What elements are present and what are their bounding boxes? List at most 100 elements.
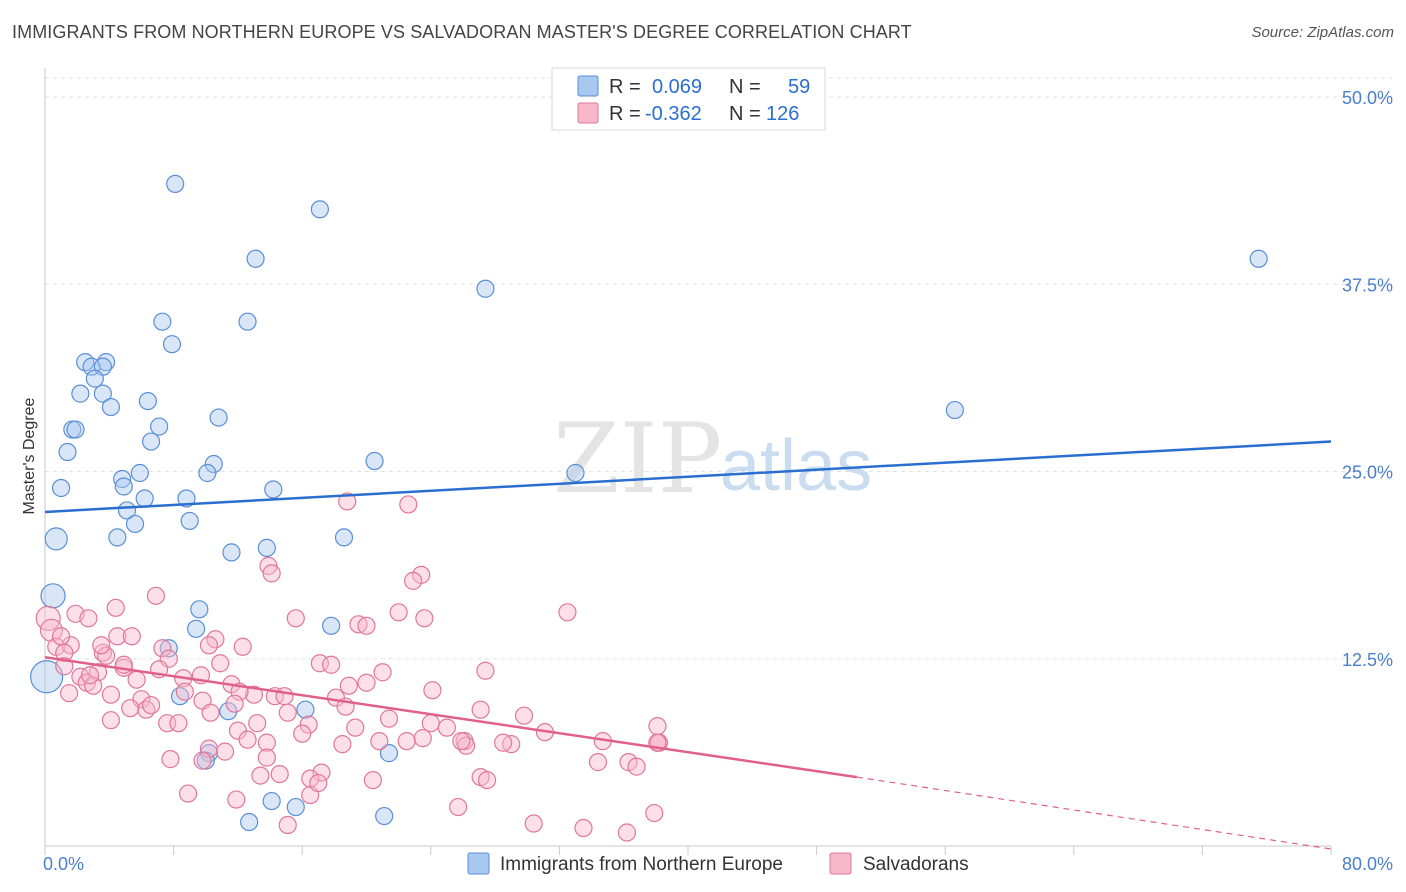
data-point [193, 751, 212, 770]
y-tick-label: 50.0% [1342, 88, 1393, 108]
data-point [108, 528, 127, 547]
data-point [211, 654, 230, 673]
bottom-legend-label-blue: Immigrants from Northern Europe [500, 854, 783, 875]
data-point [40, 583, 66, 609]
axes [44, 68, 1332, 855]
data-point [524, 814, 543, 833]
legend-swatch-pink [577, 102, 599, 124]
data-point [278, 815, 297, 835]
data-point [180, 511, 199, 531]
data-point [257, 748, 276, 767]
x-tick-label: 80.0% [1342, 854, 1393, 874]
data-point [141, 432, 161, 451]
data-point [199, 636, 219, 655]
data-point [209, 408, 228, 427]
data-point [945, 400, 964, 420]
data-point [286, 797, 305, 817]
data-point [248, 714, 267, 733]
bottom-legend-label-pink: Salvadorans [863, 854, 969, 875]
data-point [471, 700, 490, 719]
legend-n-value-2: 126 [766, 103, 799, 125]
data-point [215, 742, 235, 761]
bottom-legend-swatch-pink [829, 852, 852, 875]
watermark-zip: ZIP [553, 403, 722, 515]
watermark-atlas: atlas [720, 426, 872, 506]
data-point [190, 600, 209, 619]
data-point [404, 571, 423, 590]
data-point [92, 636, 111, 655]
data-point [177, 489, 196, 508]
data-point [645, 803, 664, 823]
bottom-legend: Immigrants from Northern Europe Salvador… [467, 852, 969, 875]
data-point [108, 627, 127, 646]
data-point [338, 492, 357, 511]
data-point [514, 706, 534, 725]
data-point [278, 703, 297, 722]
data-point [346, 718, 365, 737]
data-point [574, 818, 593, 838]
y-tick-label: 12.5% [1342, 650, 1393, 670]
data-point [233, 637, 252, 656]
data-point [310, 200, 329, 219]
data-point [121, 699, 140, 718]
data-point [449, 797, 468, 817]
data-point [375, 806, 394, 826]
data-point [437, 718, 456, 737]
data-point [627, 757, 646, 776]
data-point [153, 639, 172, 658]
data-point [66, 420, 85, 439]
legend-r-value-1: 0.069 [652, 76, 702, 98]
data-point [275, 687, 294, 706]
data-point [357, 616, 376, 635]
series-salvadorans [35, 492, 669, 842]
data-point [296, 700, 315, 719]
data-point [286, 609, 305, 628]
y-tick-label: 37.5% [1342, 275, 1393, 295]
data-point [617, 823, 637, 842]
data-point [51, 478, 71, 498]
data-point [558, 603, 577, 622]
data-point [80, 666, 100, 685]
data-point [238, 312, 257, 331]
data-point [169, 714, 188, 733]
data-point [648, 717, 667, 736]
data-point [264, 480, 283, 499]
data-point [413, 729, 432, 748]
data-point [219, 702, 238, 721]
data-point [415, 609, 434, 628]
data-point [101, 685, 121, 704]
data-point [370, 732, 389, 751]
data-point [246, 249, 265, 268]
data-point [113, 469, 132, 489]
data-point [379, 744, 399, 763]
legend-n-value-1: 59 [788, 76, 810, 98]
data-point [201, 703, 220, 722]
data-point [477, 770, 497, 790]
tick-labels: 12.5% 25.0% 37.5% 50.0% 0.0% 80.0% [43, 88, 1393, 874]
trend-lines [44, 440, 1332, 850]
data-point [494, 733, 513, 752]
data-point [1249, 249, 1268, 268]
data-point [293, 724, 312, 743]
data-point [373, 663, 392, 682]
data-point [106, 598, 125, 617]
data-point [175, 682, 194, 701]
grid-lines [45, 77, 1392, 660]
data-point [333, 735, 352, 754]
data-point [127, 670, 146, 689]
data-point [476, 661, 495, 680]
data-point [334, 528, 354, 547]
data-point [93, 384, 112, 403]
data-point [85, 369, 104, 388]
data-point [146, 586, 166, 605]
stats-legend: R = 0.069 N = 59 R = -0.362 N = 126 [551, 67, 826, 131]
data-point [257, 733, 276, 752]
data-point [476, 279, 495, 298]
data-point [225, 694, 244, 713]
data-point [198, 463, 217, 483]
y-tick-label: 25.0% [1342, 463, 1393, 483]
data-point [389, 603, 408, 622]
data-point [30, 660, 64, 694]
data-point [309, 773, 328, 793]
